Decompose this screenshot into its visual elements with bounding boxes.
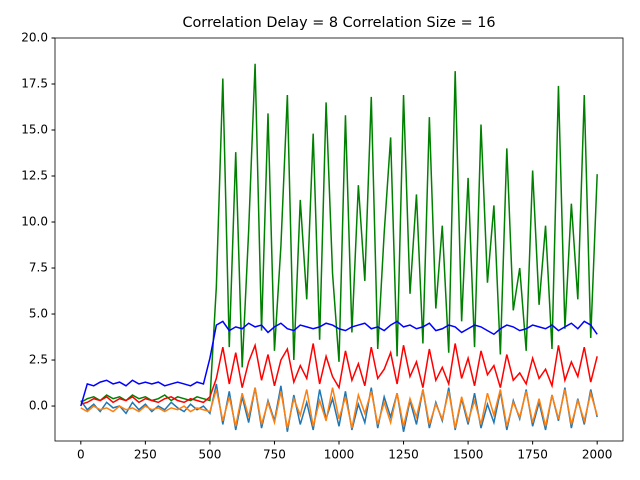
plot-frame <box>54 37 624 442</box>
data-line <box>80 342 598 405</box>
chart-title: Correlation Delay = 8 Correlation Size =… <box>182 15 495 31</box>
x-tick-label: 1250 <box>388 448 419 462</box>
y-tick-label: 7.5 <box>29 261 48 275</box>
x-tick-label: 0 <box>77 448 85 462</box>
x-tick-label: 1750 <box>517 448 548 462</box>
y-tick-label: 12.5 <box>21 169 48 183</box>
y-tick-label: 15.0 <box>21 123 48 137</box>
x-tick-label: 500 <box>198 448 221 462</box>
data-line <box>80 320 598 407</box>
data-line <box>80 387 598 429</box>
y-tick-label: 2.5 <box>29 353 48 367</box>
x-tick-label: 1000 <box>324 448 355 462</box>
y-tick-label: 17.5 <box>21 77 48 91</box>
x-tick-label: 250 <box>134 448 157 462</box>
x-tick-label: 1500 <box>453 448 484 462</box>
data-line <box>80 63 598 404</box>
y-tick-label: 10.0 <box>21 215 48 229</box>
y-tick-label: 20.0 <box>21 31 48 45</box>
y-tick-label: 5.0 <box>29 307 48 321</box>
y-tick-label: 0.0 <box>29 399 48 413</box>
x-tick-label: 2000 <box>582 448 613 462</box>
x-tick-label: 750 <box>263 448 286 462</box>
